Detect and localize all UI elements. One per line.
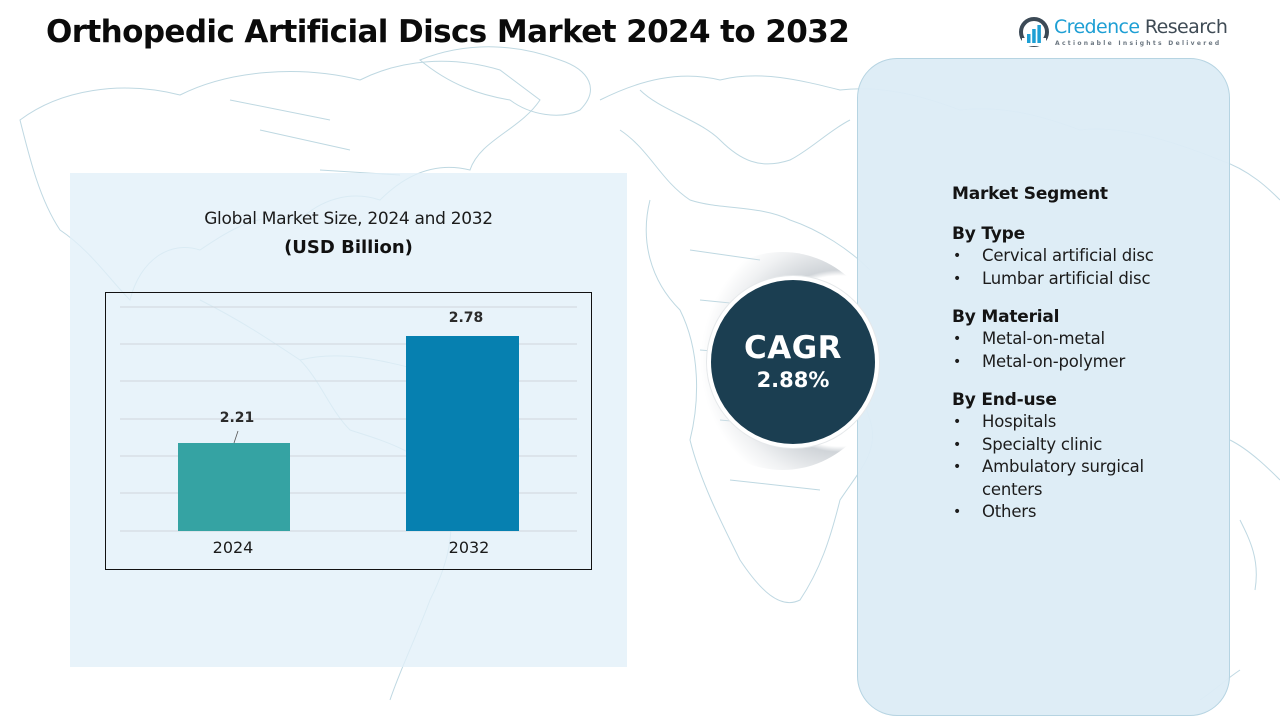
bar-value-2032: 2.78: [448, 310, 484, 326]
bar-chart-in-circle-icon: [1019, 17, 1049, 47]
list-item-label: Others: [982, 502, 1037, 521]
segment-group-type: By Type • Cervical artificial disc • Lumba…: [952, 223, 1212, 290]
cagr-label: CAGR: [743, 330, 843, 366]
market-segment-panel: [857, 58, 1230, 716]
logo-name-rest: Research: [1139, 16, 1228, 38]
list-item: • Metal-on-polymer: [952, 351, 1212, 374]
page-title: Orthopedic Artificial Discs Market 2024 …: [46, 14, 850, 50]
bar-2024: [178, 443, 290, 531]
bullet-icon: •: [953, 331, 962, 347]
cagr-value: 2.88%: [756, 368, 830, 392]
bar-2032: [406, 336, 519, 531]
list-item: • Ambulatory surgical centers: [952, 456, 1167, 501]
list-item: • Hospitals: [952, 411, 1212, 434]
x-axis-label-2024: 2024: [212, 538, 254, 557]
bullet-icon: •: [953, 436, 962, 453]
bullet-icon: •: [953, 504, 962, 520]
list-item-label: Metal-on-polymer: [982, 351, 1126, 371]
market-segment-heading: Market Segment: [952, 184, 1108, 204]
chart-frame: [105, 292, 592, 570]
logo-name: Credence Research: [1054, 16, 1228, 38]
market-segment-content: Market Segment By Type • Cervical artific…: [952, 184, 1212, 540]
segment-group-title: By Type: [952, 224, 1025, 244]
bullet-icon: •: [953, 414, 962, 430]
segment-group-material: By Material • Metal-on-metal • Metal-on-po…: [952, 306, 1212, 373]
x-axis-label-2032: 2032: [448, 538, 490, 557]
list-item-label: Specialty clinic: [982, 434, 1103, 454]
list-item-label: Cervical artificial disc: [982, 246, 1154, 265]
list-item-label: Lumbar artificial disc: [982, 268, 1151, 288]
list-item: • Metal-on-metal: [952, 328, 1212, 351]
segment-group-end-use: By End-use • Hospitals • Specialty clinic …: [952, 389, 1212, 524]
segment-group-title: By Material: [952, 307, 1060, 327]
chart-unit: (USD Billion): [284, 237, 413, 258]
segment-group-title: By End-use: [952, 390, 1057, 410]
list-item: • Cervical artificial disc: [952, 245, 1212, 268]
chart-title: Global Market Size, 2024 and 2032: [204, 209, 493, 229]
logo-name-accent: Credence: [1054, 16, 1140, 38]
bar-value-2024: 2.21: [219, 410, 255, 426]
credence-research-logo[interactable]: Credence Research Actionable Insights De…: [1016, 14, 1231, 50]
chart-panel: [70, 173, 627, 667]
list-item: • Lumbar artificial disc: [952, 268, 1212, 291]
cagr-badge: CAGR 2.88%: [707, 276, 879, 448]
bullet-icon: •: [953, 353, 962, 370]
list-item-label: Hospitals: [982, 412, 1057, 431]
bullet-icon: •: [953, 459, 962, 475]
list-item: • Specialty clinic: [952, 434, 1212, 457]
bullet-icon: •: [953, 270, 962, 287]
list-item-label: Metal-on-metal: [982, 329, 1105, 348]
list-item: • Others: [952, 501, 1212, 524]
bullet-icon: •: [953, 248, 962, 264]
logo-tagline: Actionable Insights Delivered: [1055, 40, 1222, 47]
list-item-label: Ambulatory surgical centers: [982, 457, 1144, 499]
